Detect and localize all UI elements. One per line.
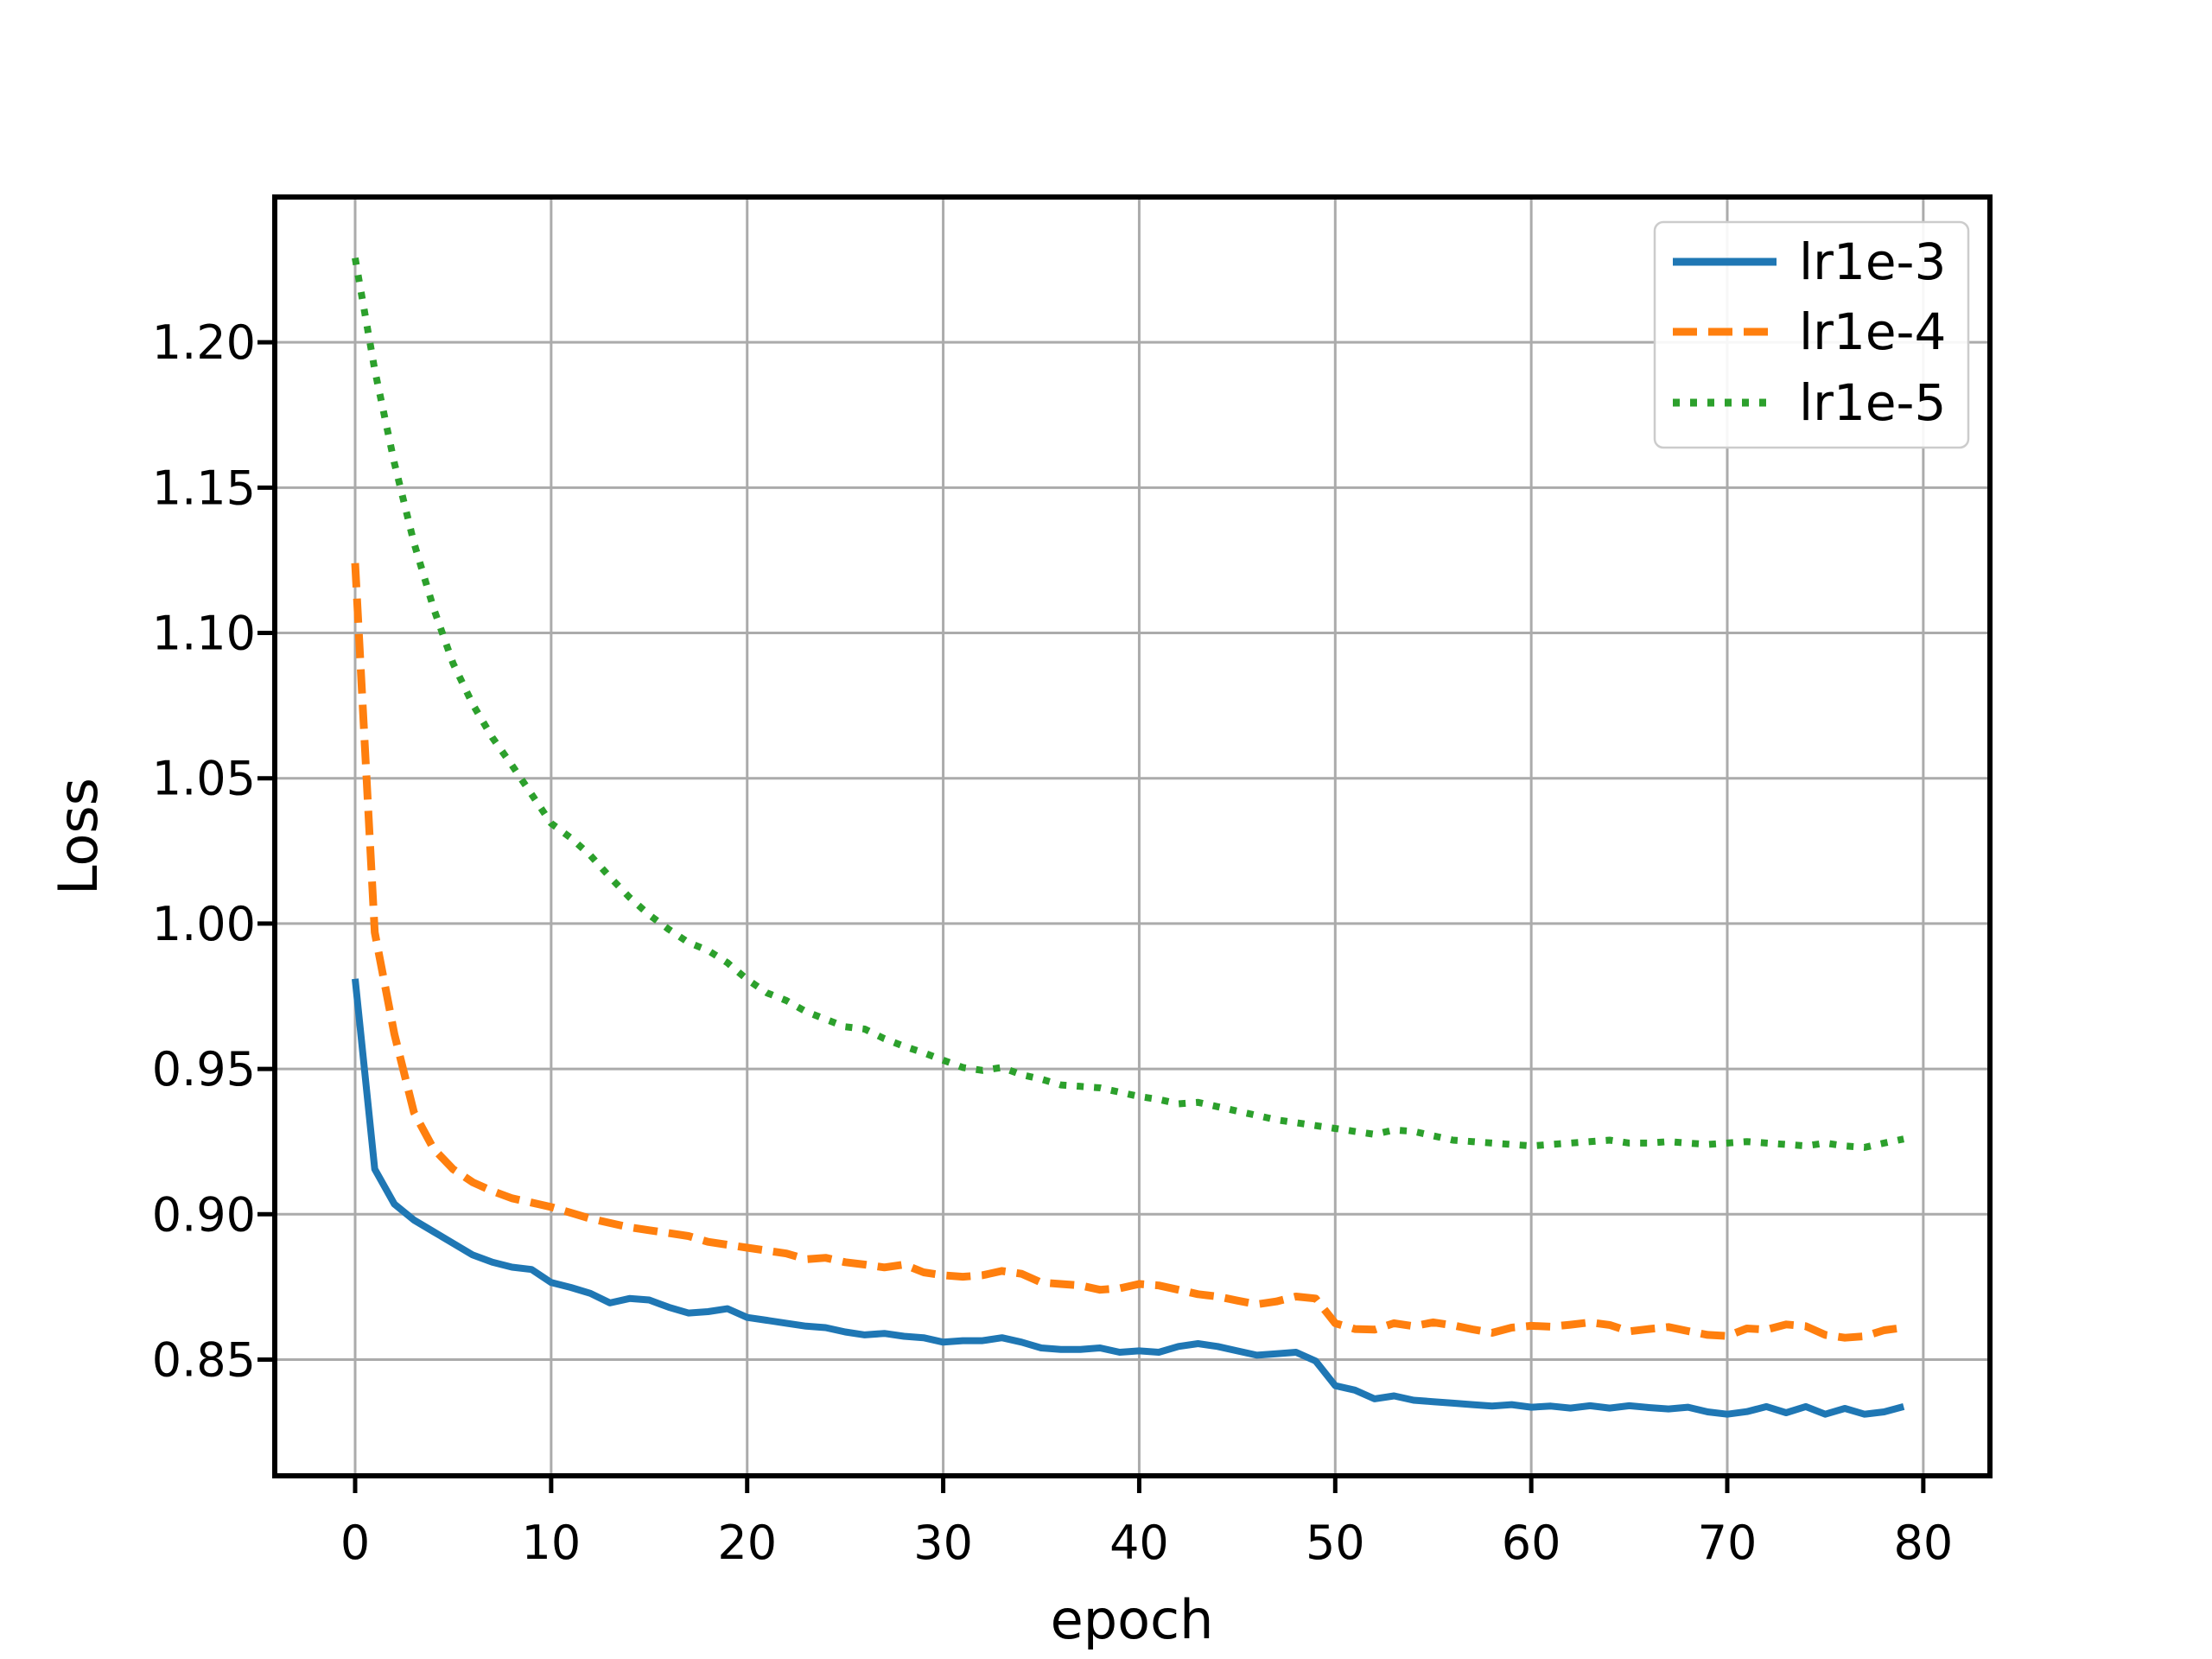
legend: lr1e-3 lr1e-4 lr1e-5 [1653,220,1970,449]
legend-box [1653,220,1970,449]
x-tick-label: 20 [717,1516,777,1570]
tick-label-layer: 0 10 20 30 40 50 60 70 80 0.85 0.90 0.95 1.00 1.05 1.1… [152,315,1953,1570]
legend-label: lr1e-3 [1799,232,1946,291]
series-line-lr1e-4 [351,563,1904,1342]
x-tick-label: 0 [340,1516,370,1570]
x-tick-label: 60 [1502,1516,1561,1570]
y-tick-label: 0.90 [152,1187,256,1242]
x-tick-label: 80 [1894,1516,1954,1570]
tick-layer [257,340,1926,1493]
x-tick-label: 50 [1306,1516,1365,1570]
series-line-lr1e-5 [352,257,1905,1151]
series-layer [351,257,1905,1418]
y-tick-label: 0.95 [152,1042,256,1096]
x-tick-label: 30 [913,1516,973,1570]
series-line-lr1e-3 [352,978,1905,1418]
x-tick-label: 40 [1109,1516,1169,1570]
y-tick-label: 0.85 [152,1332,256,1387]
y-tick-label: 1.15 [152,461,256,515]
y-axis-label: Loss [47,778,110,895]
y-tick-label: 1.20 [152,315,256,370]
x-tick-label: 10 [522,1516,582,1570]
axes-frame [272,194,1993,1478]
axes-border [272,194,1993,1478]
y-tick-label: 1.00 [152,897,256,951]
grid-layer [275,197,1990,1476]
legend-label: lr1e-5 [1799,373,1946,432]
x-axis-label: epoch [1051,1588,1214,1651]
legend-label: lr1e-4 [1799,302,1946,361]
y-tick-label: 1.05 [152,752,256,806]
x-tick-label: 70 [1698,1516,1758,1570]
y-tick-label: 1.10 [152,607,256,661]
